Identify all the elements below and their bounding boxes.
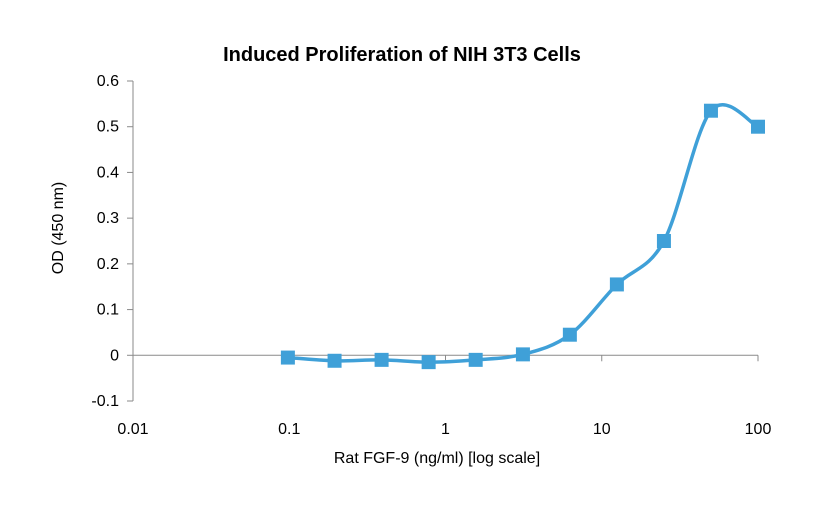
data-point: [562, 327, 577, 342]
data-point: [421, 355, 436, 370]
y-tick-label: -0.1: [91, 393, 119, 410]
x-axis-label: Rat FGF-9 (ng/ml) [log scale]: [334, 450, 540, 467]
y-tick-label: 0.6: [97, 73, 119, 90]
y-tick-label: 0.5: [97, 119, 119, 136]
data-point: [609, 277, 624, 292]
data-point: [703, 103, 718, 118]
x-tick-label: 10: [593, 421, 611, 438]
x-tick-label: 100: [745, 421, 772, 438]
y-tick-label: 0: [110, 347, 119, 364]
x-tick-label: 1: [441, 421, 450, 438]
data-point: [280, 350, 295, 365]
series-line: [286, 103, 760, 364]
data-point: [468, 352, 483, 367]
data-point: [656, 234, 671, 248]
x-tick-label: 0.01: [117, 421, 148, 438]
data-point: [515, 347, 530, 362]
data-point: [327, 353, 342, 368]
y-tick-label: 0.1: [97, 302, 119, 319]
x-tick-label: 0.1: [278, 421, 300, 438]
axes: -0.1 0 0.1 0.2 0.3 0.4 0.5 0.6 0.01 0.1 1 10 100: [91, 73, 771, 438]
y-tick-label: 0.4: [97, 164, 119, 181]
data-point: [751, 119, 765, 134]
chart-title: Induced Proliferation of NIH 3T3 Cells: [223, 44, 581, 66]
y-tick-label: 0.3: [97, 210, 119, 227]
data-series: [280, 103, 765, 370]
data-point: [374, 352, 389, 367]
y-tick-label: 0.2: [97, 256, 119, 273]
y-axis-label: OD (450 nm): [50, 182, 67, 274]
